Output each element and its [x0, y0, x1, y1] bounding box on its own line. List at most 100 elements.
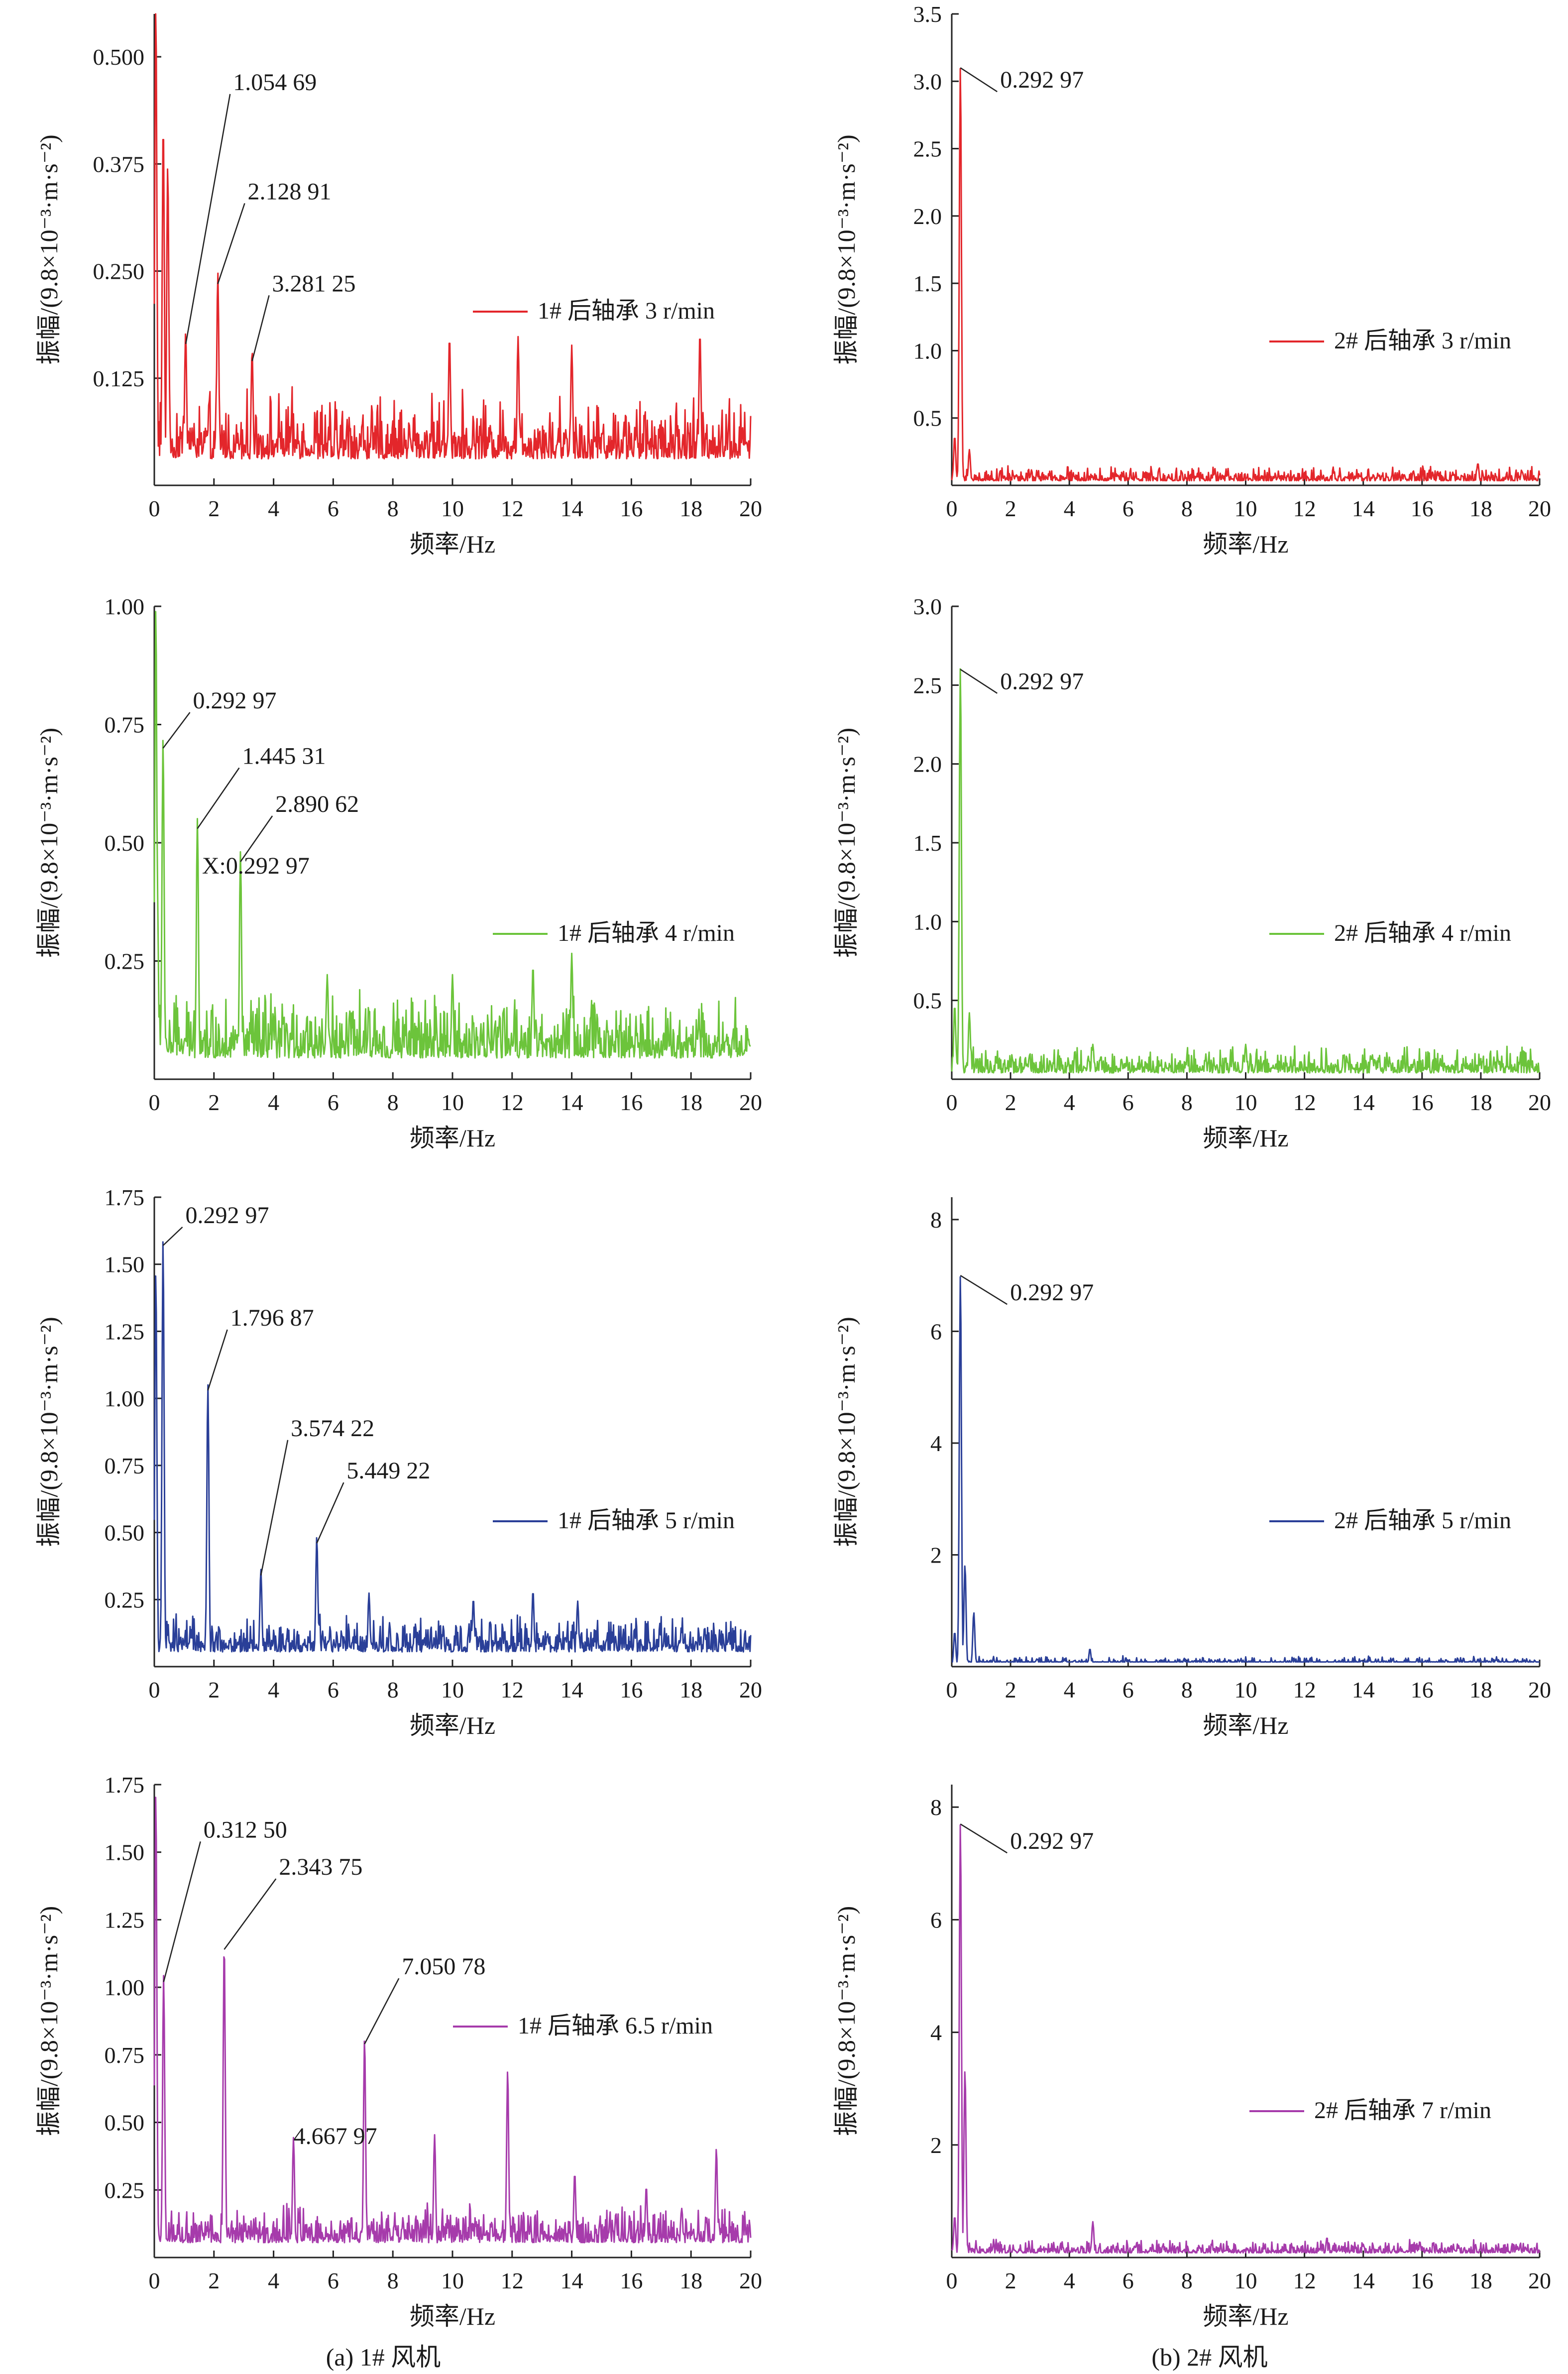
peak-annotation-label: 2.343 75: [279, 1854, 362, 1880]
x-tick-label: 20: [1528, 2268, 1551, 2293]
x-tick-label: 4: [1064, 496, 1075, 521]
y-tick-label: 0.250: [93, 259, 145, 284]
x-tick-label: 4: [268, 1677, 279, 1702]
y-tick-label: 0.375: [93, 151, 145, 177]
x-tick-label: 20: [739, 2268, 762, 2293]
x-tick-label: 10: [441, 496, 464, 521]
x-tick-label: 20: [739, 1677, 762, 1702]
peak-annotation-label: 0.292 97: [193, 687, 277, 714]
peak-annotation-label: 1.054 69: [233, 69, 317, 96]
x-tick-label: 14: [560, 496, 583, 521]
peak-annotation-leader: [197, 767, 240, 829]
x-tick-label: 14: [560, 2268, 583, 2293]
x-tick-label: 8: [1181, 496, 1193, 521]
y-tick-label: 0.125: [93, 366, 145, 391]
x-tick-label: 20: [739, 1090, 762, 1115]
x-tick-label: 10: [1234, 1090, 1257, 1115]
y-tick-label: 0.25: [105, 1587, 145, 1612]
x-axis-title: 频率/Hz: [1203, 2302, 1288, 2330]
panel-a2: 0 2 4 6 8 10 12 14 16 18 20 0.25 0.50 0.75 1.00 频率/Hz 振幅…: [35, 594, 762, 1152]
peak-annotation-leader: [207, 1329, 228, 1391]
x-tick-label: 16: [1411, 1677, 1434, 1702]
x-tick-label: 8: [387, 1090, 399, 1115]
x-tick-label: 4: [1064, 1090, 1075, 1115]
y-tick-label: 0.5: [913, 406, 942, 431]
x-tick-label: 4: [268, 2268, 279, 2293]
y-tick-label: 0.500: [93, 44, 145, 70]
x-tick-label: 0: [946, 1090, 958, 1115]
x-tick-label: 18: [679, 2268, 702, 2293]
x-tick-label: 16: [620, 496, 643, 521]
legend-label: 2# 后轴承 3 r/min: [1334, 328, 1511, 354]
x-tick-label: 16: [620, 2268, 643, 2293]
x-tick-label: 2: [208, 1090, 220, 1115]
x-axis-title: 频率/Hz: [1203, 1124, 1288, 1152]
x-tick-label: 0: [149, 2268, 160, 2293]
series-line: [153, 1241, 752, 1653]
peak-annotation-label: 0.312 50: [204, 1816, 287, 1843]
x-axis-title: 频率/Hz: [410, 1711, 495, 1739]
peak-annotation-leader: [217, 203, 245, 284]
x-tick-label: 8: [1181, 1677, 1193, 1702]
x-tick-label: 2: [1005, 1677, 1016, 1702]
x-tick-label: 18: [1469, 1677, 1492, 1702]
peak-annotation-leader: [224, 1878, 277, 1950]
y-tick-label: 1.00: [105, 1386, 145, 1411]
x-tick-label: 6: [328, 1090, 339, 1115]
y-tick-label: 0.50: [105, 2110, 145, 2136]
y-tick-label: 3.0: [913, 594, 942, 619]
x-axis-title: 频率/Hz: [1203, 530, 1288, 558]
x-tick-label: 20: [1528, 1677, 1551, 1702]
x-tick-label: 2: [1005, 1090, 1016, 1115]
y-tick-label: 1.75: [105, 1772, 145, 1798]
y-axis-title: 振幅/(9.8×10⁻³·m·s⁻²): [832, 728, 860, 958]
x-tick-label: 0: [946, 496, 958, 521]
peak-annotation-leader: [163, 1841, 201, 1982]
x-tick-label: 12: [1293, 1677, 1316, 1702]
x-tick-label: 20: [739, 496, 762, 521]
y-tick-label: 1.25: [105, 1907, 145, 1932]
peak-annotation-label: 4.667 97: [294, 2123, 377, 2149]
x-tick-label: 0: [149, 1677, 160, 1702]
x-tick-label: 0: [149, 496, 160, 521]
peak-annotation-leader: [960, 669, 998, 694]
peak-annotation-label: 2.890 62: [275, 791, 359, 817]
x-tick-label: 20: [1528, 1090, 1551, 1115]
y-tick-label: 6: [930, 1319, 942, 1344]
x-tick-label: 4: [1064, 1677, 1075, 1702]
x-tick-label: 0: [946, 1677, 958, 1702]
y-tick-label: 0.75: [105, 1453, 145, 1478]
y-tick-label: 8: [930, 1207, 942, 1233]
y-tick-label: 0.25: [105, 2177, 145, 2203]
x-tick-label: 18: [679, 1677, 702, 1702]
x-tick-label: 18: [679, 496, 702, 521]
y-tick-label: 2.0: [913, 204, 942, 229]
peak-annotation-leader: [260, 1440, 289, 1576]
x-tick-label: 20: [1528, 496, 1551, 521]
y-tick-label: 1.50: [105, 1840, 145, 1865]
x-tick-label: 16: [620, 1677, 643, 1702]
peak-annotation-leader: [162, 712, 191, 749]
x-tick-label: 8: [387, 496, 399, 521]
panel-a1: 0 2 4 6 8 10 12 14 16 18 20 0.125 0.250 0.375 0.500 频率/…: [35, 13, 762, 558]
y-axis-title: 振幅/(9.8×10⁻³·m·s⁻²): [35, 1906, 63, 2136]
x-tick-label: 14: [560, 1677, 583, 1702]
panel-b1: 0 2 4 6 8 10 12 14 16 18 20 0.5 1.0 1.5 2.0 2.5 3.0 3.5 频率…: [832, 1, 1551, 558]
peak-annotation-label: X:0.292 97: [202, 853, 310, 879]
series-line: [951, 668, 1541, 1074]
x-axis-title: 频率/Hz: [410, 530, 495, 558]
y-tick-label: 0.5: [913, 988, 942, 1014]
x-tick-label: 2: [208, 2268, 220, 2293]
x-tick-label: 12: [501, 1677, 524, 1702]
x-tick-label: 12: [1293, 2268, 1316, 2293]
peak-annotation-leader: [364, 1978, 400, 2044]
x-tick-label: 14: [560, 1090, 583, 1115]
y-tick-label: 1.5: [913, 271, 942, 296]
series-line: [951, 1824, 1541, 2254]
y-tick-label: 1.5: [913, 830, 942, 856]
peak-annotation-label: 3.281 25: [272, 270, 356, 297]
panel-a3: 0 2 4 6 8 10 12 14 16 18 20 0.25 0.50 0.75 1.00 1.25 1.5…: [35, 1185, 762, 1739]
x-tick-label: 18: [1469, 1090, 1492, 1115]
y-tick-label: 1.75: [105, 1185, 145, 1210]
